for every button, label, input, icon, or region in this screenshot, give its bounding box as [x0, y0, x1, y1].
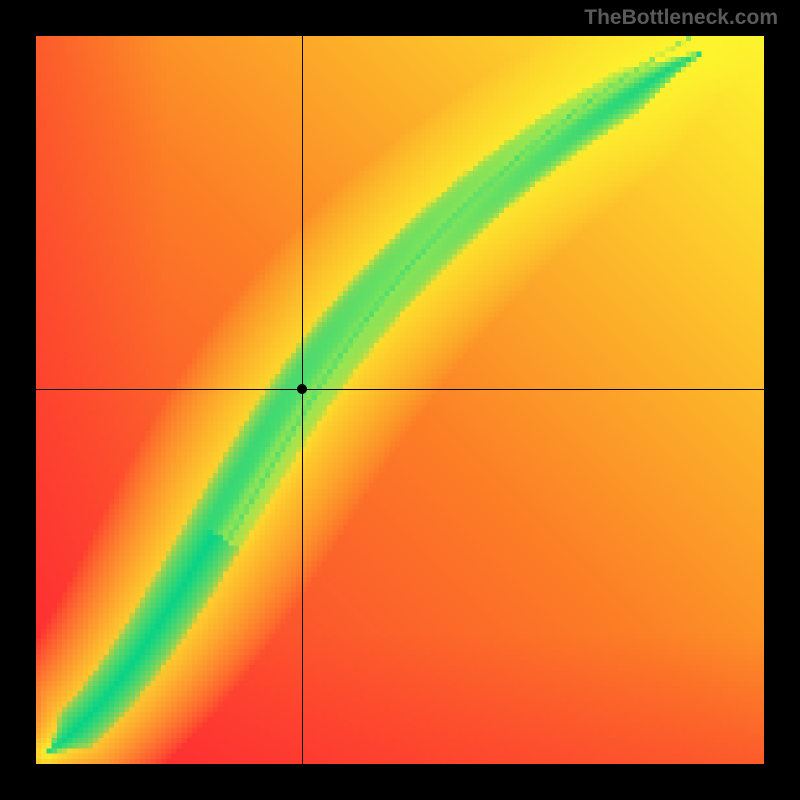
crosshair-vertical — [302, 36, 303, 764]
crosshair-horizontal — [36, 389, 764, 390]
heatmap-canvas — [36, 36, 764, 764]
watermark-text: TheBottleneck.com — [584, 6, 778, 30]
bottleneck-heatmap — [36, 36, 764, 764]
crosshair-marker — [297, 384, 307, 394]
